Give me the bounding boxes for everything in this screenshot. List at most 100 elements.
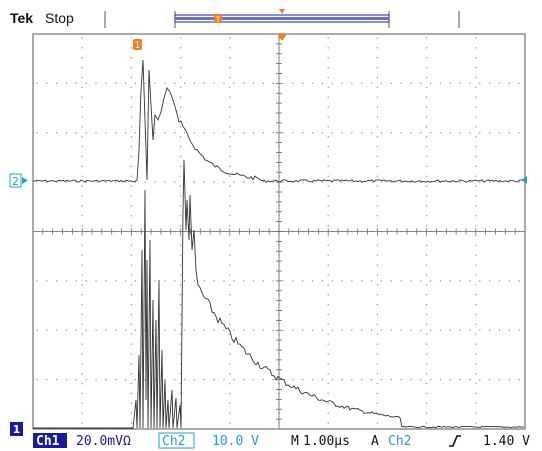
grid-dot	[370, 280, 373, 282]
grid-dot	[179, 106, 182, 108]
grid-dot	[183, 378, 186, 381]
grid-dot	[179, 47, 182, 49]
grid-dot	[179, 244, 182, 247]
grid-dot	[420, 329, 422, 331]
grid-dot	[508, 329, 511, 331]
grid-dot	[233, 181, 235, 183]
grid-dot	[81, 116, 83, 118]
grid-dot	[229, 37, 231, 39]
grid-dot	[327, 47, 329, 49]
grid-dot	[81, 96, 83, 98]
grid-dot	[229, 145, 231, 148]
grid-dot	[376, 136, 379, 138]
grid-dot	[115, 132, 117, 134]
grid-dot	[376, 145, 379, 148]
grid-dot	[479, 82, 481, 85]
grid-dot	[327, 126, 329, 128]
grid-dot	[429, 280, 432, 282]
grid-dot	[130, 126, 133, 128]
grid-dot	[376, 373, 379, 375]
grid-dot	[425, 294, 428, 296]
grid-dot	[193, 132, 196, 134]
grid-dot	[376, 126, 379, 128]
grid-dot	[488, 280, 491, 282]
grid-dot	[410, 181, 412, 183]
trigger-time-marker-icon	[277, 34, 287, 41]
grid-dot	[81, 244, 83, 247]
grid-dot	[425, 76, 428, 79]
grid-dot	[425, 402, 428, 405]
grid-dot	[179, 313, 182, 316]
grid-dot	[252, 378, 255, 381]
grid-dot	[223, 82, 225, 85]
grid-dot	[193, 378, 196, 381]
grid-dot	[327, 57, 329, 59]
grid-dot	[425, 343, 428, 345]
grid-dot	[154, 82, 156, 85]
grid-dot	[331, 280, 333, 282]
grid-dot	[81, 264, 83, 266]
grid-dot	[439, 132, 442, 134]
grid-dot	[425, 175, 428, 177]
timebase-value: 1.00µs	[303, 434, 350, 449]
grid-dot	[498, 132, 501, 134]
grid-dot	[327, 145, 329, 148]
grid-dot	[179, 234, 182, 237]
grid-dot	[174, 132, 176, 134]
grid-dot	[327, 323, 329, 326]
acquisition-state: Stop	[45, 10, 74, 26]
brand-label: Tek	[10, 10, 34, 26]
grid-dot	[95, 280, 97, 282]
grid-dot	[459, 181, 461, 183]
grid-dot	[425, 323, 428, 326]
grid-dot	[85, 378, 87, 381]
grid-dot	[81, 254, 83, 256]
grid-dot	[179, 333, 182, 335]
grid-dot	[376, 264, 379, 266]
grid-dot	[229, 47, 231, 49]
grid-dot	[183, 132, 186, 134]
grid-dot	[376, 254, 379, 256]
grid-dot	[380, 82, 383, 85]
grid-dot	[179, 382, 182, 385]
grid-dot	[36, 280, 38, 282]
grid-dot	[425, 57, 428, 59]
grid-dot	[154, 132, 156, 134]
grid-dot	[213, 82, 215, 85]
grid-dot	[223, 329, 225, 331]
grid-dot	[229, 254, 231, 256]
grid-dot	[130, 363, 133, 365]
grid-dot	[376, 353, 379, 355]
grid-dot	[425, 382, 428, 385]
grid-dot	[252, 181, 255, 183]
grid-dot	[233, 280, 235, 282]
grid-dot	[75, 280, 78, 282]
grid-dot	[439, 82, 442, 85]
grid-dot	[361, 82, 363, 85]
grid-dot	[81, 126, 83, 128]
trigger-level-arrow-icon	[279, 9, 285, 14]
grid-dot	[124, 329, 127, 331]
grid-dot	[469, 329, 471, 331]
grid-dot	[164, 378, 166, 381]
grid-dot	[508, 280, 511, 282]
grid-dot	[376, 363, 379, 365]
grid-dot	[380, 280, 383, 282]
grid-dot	[321, 132, 324, 134]
grid-dot	[229, 57, 231, 59]
grid-dot	[130, 96, 133, 98]
grid-dot	[498, 181, 501, 183]
grid-dot	[425, 373, 428, 375]
grid-dot	[85, 329, 87, 331]
grid-dot	[164, 132, 166, 134]
grid-dot	[292, 82, 294, 85]
grid-dot	[475, 422, 477, 424]
grid-dot	[508, 181, 511, 183]
grid-dot	[425, 333, 428, 335]
grid-dot	[449, 132, 451, 134]
grid-dot	[203, 132, 205, 134]
grid-dot	[55, 378, 58, 381]
grid-dot	[351, 280, 353, 282]
grid-dot	[475, 47, 477, 49]
grid-dot	[179, 274, 182, 276]
